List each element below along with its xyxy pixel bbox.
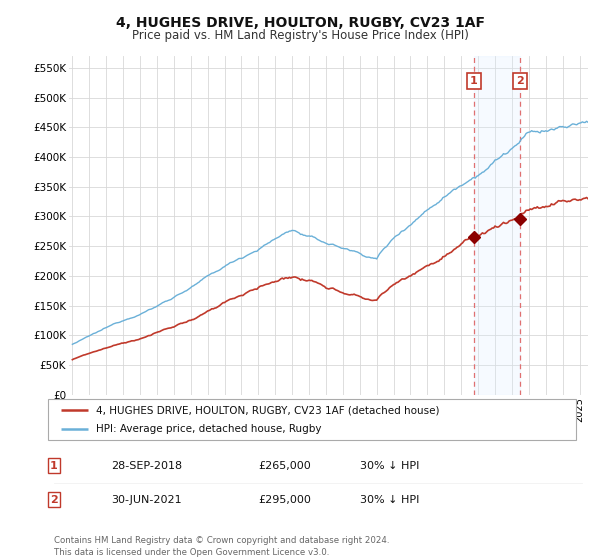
Text: Contains HM Land Registry data © Crown copyright and database right 2024.
This d: Contains HM Land Registry data © Crown c…	[54, 536, 389, 557]
FancyBboxPatch shape	[48, 399, 576, 440]
Text: HPI: Average price, detached house, Rugby: HPI: Average price, detached house, Rugb…	[95, 424, 321, 433]
Text: 28-SEP-2018: 28-SEP-2018	[111, 461, 182, 471]
Text: 4, HUGHES DRIVE, HOULTON, RUGBY, CV23 1AF (detached house): 4, HUGHES DRIVE, HOULTON, RUGBY, CV23 1A…	[95, 405, 439, 415]
Text: 1: 1	[50, 461, 58, 471]
Bar	[474, 56, 520, 395]
Text: 1: 1	[470, 76, 478, 86]
Text: 2: 2	[50, 494, 58, 505]
Text: 30-JUN-2021: 30-JUN-2021	[111, 494, 182, 505]
Text: 4, HUGHES DRIVE, HOULTON, RUGBY, CV23 1AF: 4, HUGHES DRIVE, HOULTON, RUGBY, CV23 1A…	[115, 16, 485, 30]
Text: 2: 2	[517, 76, 524, 86]
Text: 30% ↓ HPI: 30% ↓ HPI	[360, 494, 419, 505]
Text: £295,000: £295,000	[258, 494, 311, 505]
Text: Price paid vs. HM Land Registry's House Price Index (HPI): Price paid vs. HM Land Registry's House …	[131, 29, 469, 42]
Text: 30% ↓ HPI: 30% ↓ HPI	[360, 461, 419, 471]
Text: £265,000: £265,000	[258, 461, 311, 471]
